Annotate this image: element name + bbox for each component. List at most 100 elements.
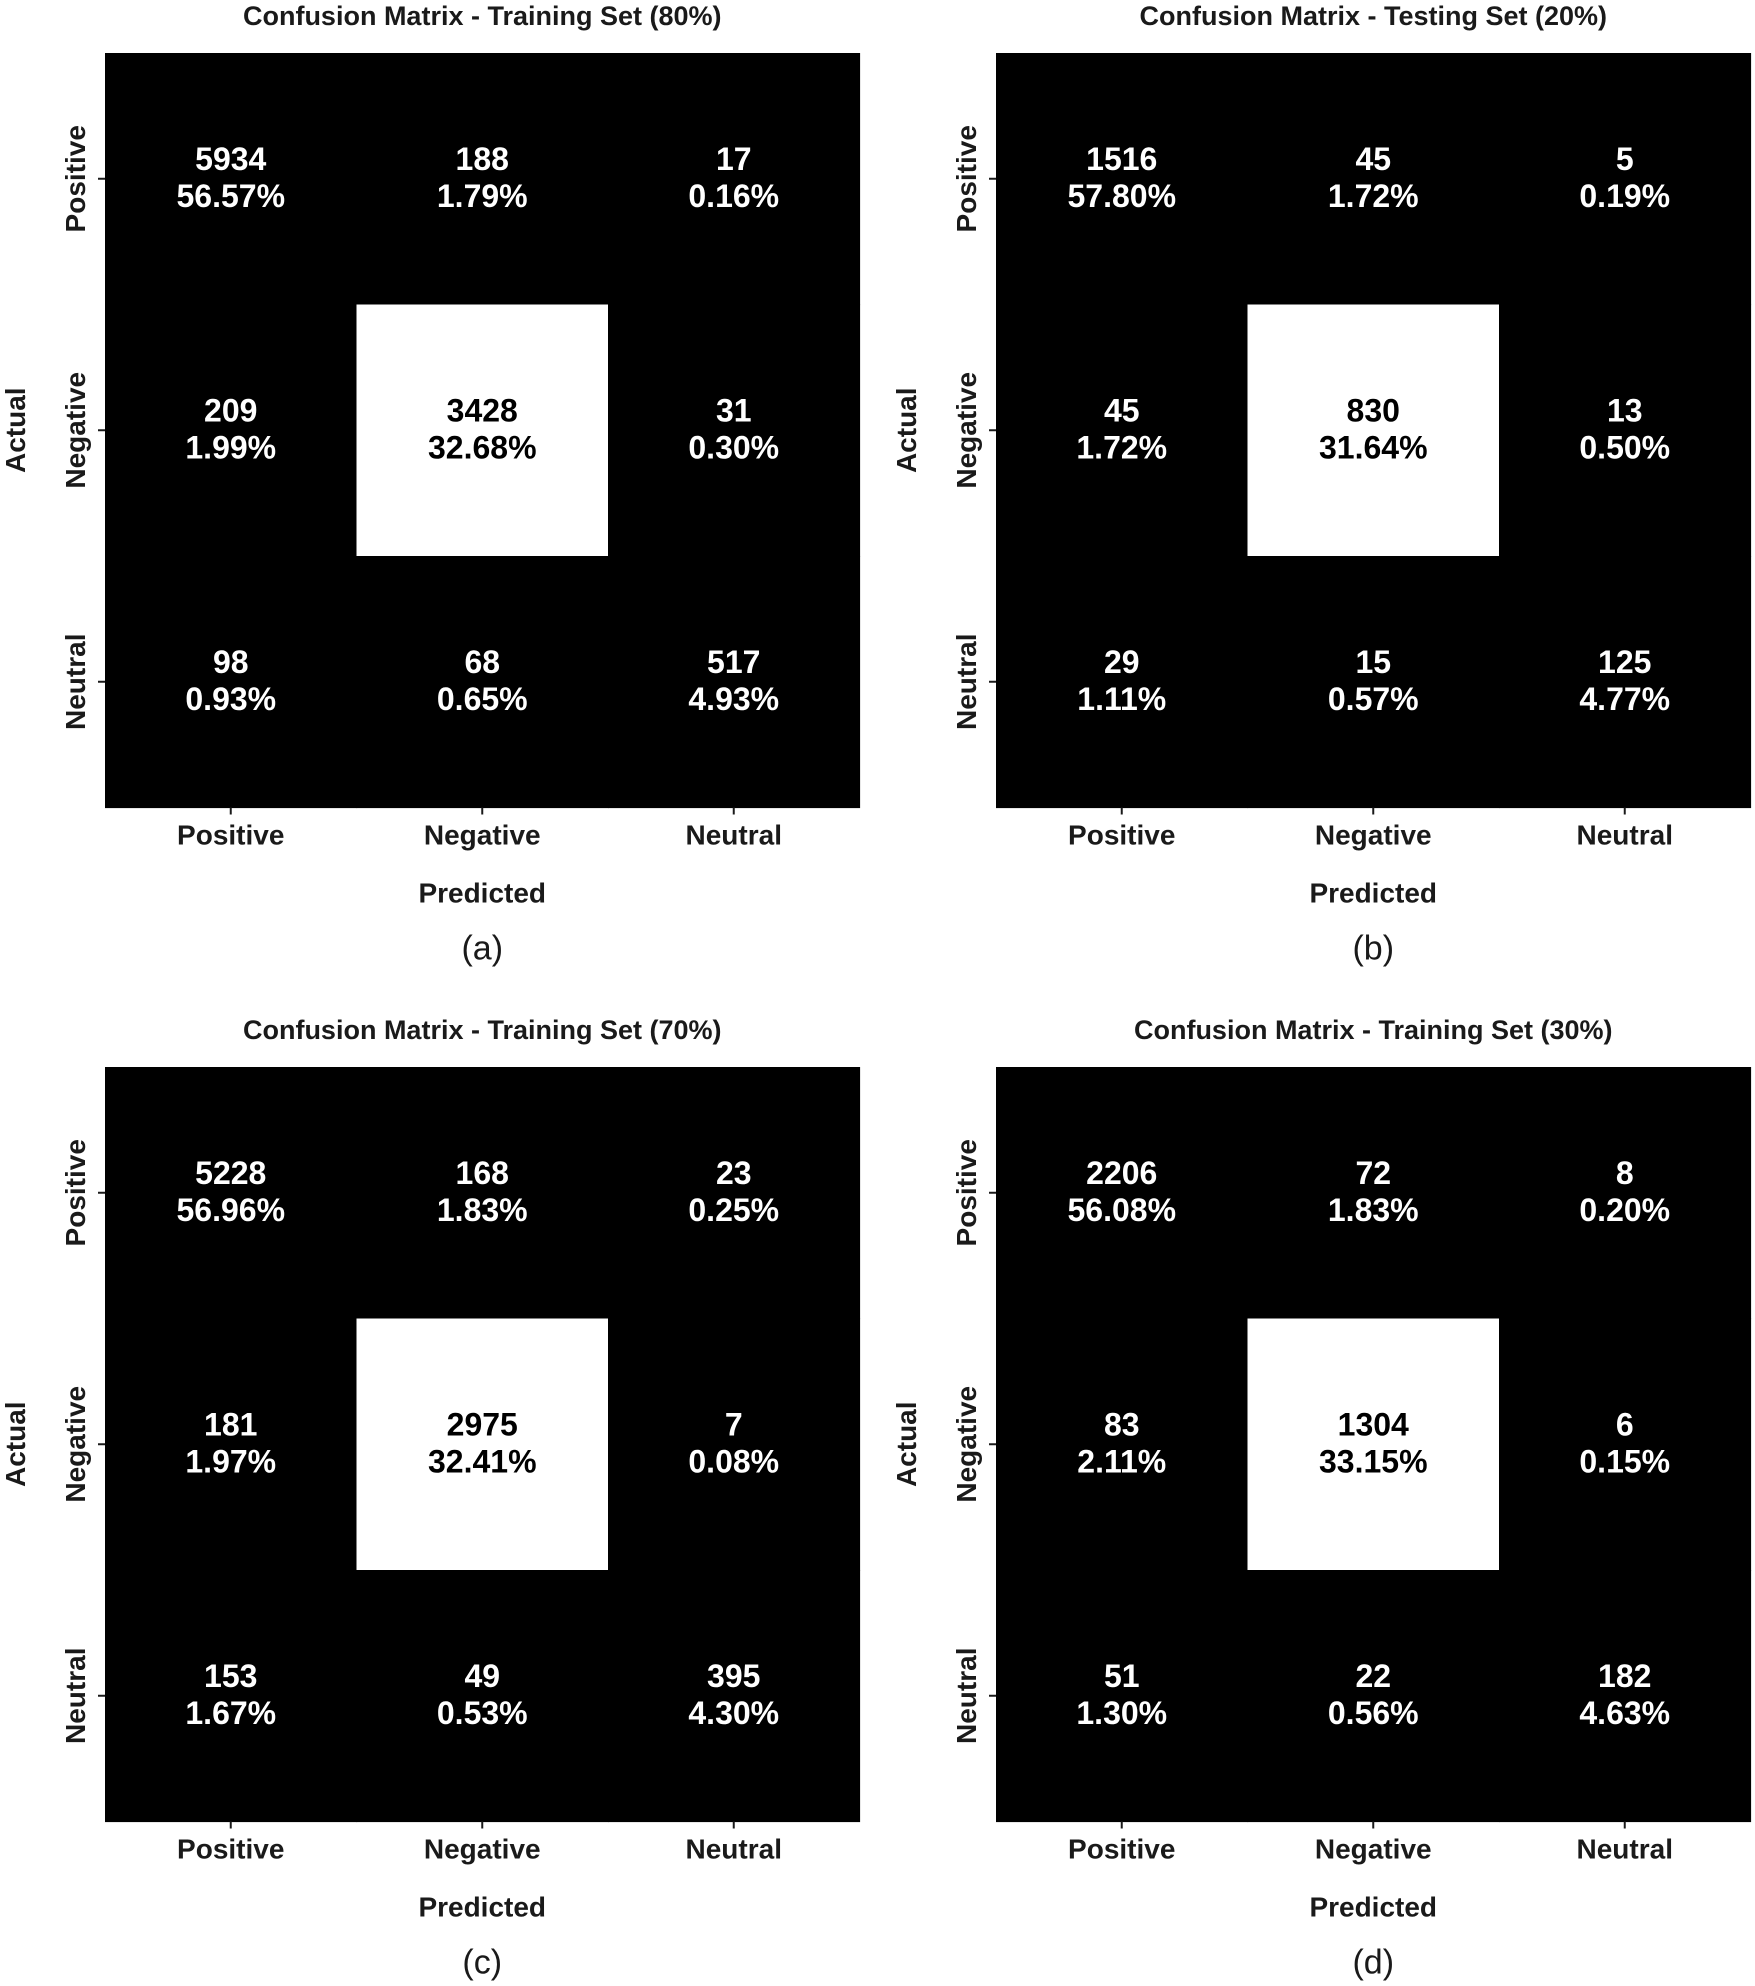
cell-percent: 1.11%: [1077, 681, 1166, 717]
cell-count: 23: [716, 1155, 752, 1191]
matrix-cell: [996, 1067, 1249, 1320]
cell-percent: 1.79%: [437, 178, 528, 214]
x-axis-label: Predicted: [1309, 1892, 1437, 1923]
cell-percent: 0.15%: [1579, 1443, 1670, 1479]
cell-count: 168: [456, 1155, 509, 1191]
cell-percent: 0.30%: [688, 429, 779, 465]
cell-count: 51: [1104, 1658, 1140, 1694]
x-tick-label: Neutral: [1577, 1834, 1673, 1865]
cell-count: 98: [213, 644, 249, 680]
cell-count: 49: [464, 1658, 500, 1694]
cell-percent: 31.64%: [1319, 429, 1428, 465]
matrix-cell: [608, 1570, 861, 1823]
cell-percent: 1.72%: [1328, 178, 1419, 214]
cell-count: 8: [1616, 1155, 1634, 1191]
y-tick-label: Negative: [60, 1386, 91, 1503]
confusion-matrix-panel-c: Confusion Matrix - Training Set (70%) 522…: [0, 1015, 861, 1982]
cell-percent: 32.68%: [428, 429, 537, 465]
cell-count: 2975: [447, 1406, 518, 1442]
cell-count: 3428: [447, 392, 518, 428]
matrix-cell: [105, 1570, 358, 1823]
matrix-cell: [1499, 556, 1752, 809]
matrix-cell: [356, 53, 609, 306]
cell-count: 395: [707, 1658, 760, 1694]
cell-count: 15: [1355, 644, 1391, 680]
matrix-cell: [356, 304, 609, 557]
y-axis-label: Actual: [0, 387, 31, 473]
cell-count: 153: [204, 1658, 257, 1694]
x-tick-label: Negative: [424, 820, 541, 851]
cell-percent: 33.15%: [1319, 1443, 1428, 1479]
cell-percent: 56.57%: [176, 178, 285, 214]
cell-count: 83: [1104, 1406, 1140, 1442]
matrix-cell: [1247, 1067, 1500, 1320]
x-tick-label: Positive: [1068, 820, 1175, 851]
y-tick-label: Negative: [951, 372, 982, 489]
cell-count: 1516: [1086, 141, 1157, 177]
cell-percent: 1.72%: [1076, 429, 1167, 465]
cell-percent: 0.50%: [1579, 429, 1670, 465]
cell-count: 182: [1598, 1658, 1651, 1694]
cell-percent: 57.80%: [1067, 178, 1176, 214]
cell-percent: 0.25%: [688, 1192, 779, 1228]
cell-count: 188: [456, 141, 509, 177]
cell-percent: 0.16%: [688, 178, 779, 214]
matrix-cell: [608, 1318, 861, 1571]
cell-count: 517: [707, 644, 760, 680]
matrix-cell: [608, 556, 861, 809]
y-tick-label: Neutral: [60, 634, 91, 730]
y-tick-label: Neutral: [951, 1648, 982, 1744]
cell-count: 45: [1104, 392, 1140, 428]
cell-percent: 4.63%: [1579, 1695, 1670, 1731]
cell-count: 31: [716, 392, 752, 428]
cell-percent: 56.08%: [1067, 1192, 1176, 1228]
matrix-cell: [105, 304, 358, 557]
cell-percent: 1.83%: [437, 1192, 528, 1228]
matrix-cell: [996, 1318, 1249, 1571]
panel-caption: (b): [1352, 930, 1394, 968]
x-tick-label: Neutral: [686, 820, 782, 851]
y-tick-label: Negative: [951, 1386, 982, 1503]
matrix-cell: [1247, 304, 1500, 557]
cell-percent: 4.77%: [1579, 681, 1670, 717]
matrix-cell: [996, 304, 1249, 557]
cell-count: 2206: [1086, 1155, 1157, 1191]
cell-count: 181: [204, 1406, 257, 1442]
matrix-cell: [1247, 53, 1500, 306]
cell-percent: 1.99%: [185, 429, 276, 465]
matrix-cell: [996, 53, 1249, 306]
chart-title: Confusion Matrix - Training Set (70%): [243, 1015, 722, 1045]
y-axis-label: Actual: [891, 387, 922, 473]
cell-percent: 0.53%: [437, 1695, 528, 1731]
cell-percent: 0.56%: [1328, 1695, 1419, 1731]
matrix-cell: [1499, 1067, 1752, 1320]
cell-percent: 56.96%: [176, 1192, 285, 1228]
y-tick-label: Neutral: [951, 634, 982, 730]
x-axis-label: Predicted: [418, 878, 546, 909]
matrix-cell: [1499, 1570, 1752, 1823]
cell-count: 72: [1355, 1155, 1391, 1191]
matrix-cell: [105, 1067, 358, 1320]
y-tick-label: Neutral: [60, 1648, 91, 1744]
matrix-cell: [105, 556, 358, 809]
cell-percent: 1.97%: [185, 1443, 276, 1479]
cell-count: 7: [725, 1406, 743, 1442]
x-tick-label: Positive: [177, 820, 284, 851]
matrix-cell: [608, 304, 861, 557]
x-axis-label: Predicted: [418, 1892, 546, 1923]
matrix-cell: [996, 556, 1249, 809]
chart-title: Confusion Matrix - Training Set (80%): [243, 1, 722, 31]
panel-caption: (c): [462, 1944, 502, 1982]
y-axis-label: Actual: [0, 1401, 31, 1487]
matrix-cell: [356, 1067, 609, 1320]
confusion-matrix-panel-d: Confusion Matrix - Training Set (30%)220…: [891, 1015, 1752, 1982]
cell-count: 29: [1104, 644, 1140, 680]
cell-count: 209: [204, 392, 257, 428]
x-tick-label: Negative: [1315, 1834, 1432, 1865]
matrix-cell: [1247, 1570, 1500, 1823]
cell-percent: 1.30%: [1076, 1695, 1167, 1731]
x-tick-label: Neutral: [686, 1834, 782, 1865]
matrix-cell: [1499, 1318, 1752, 1571]
x-tick-label: Neutral: [1577, 820, 1673, 851]
